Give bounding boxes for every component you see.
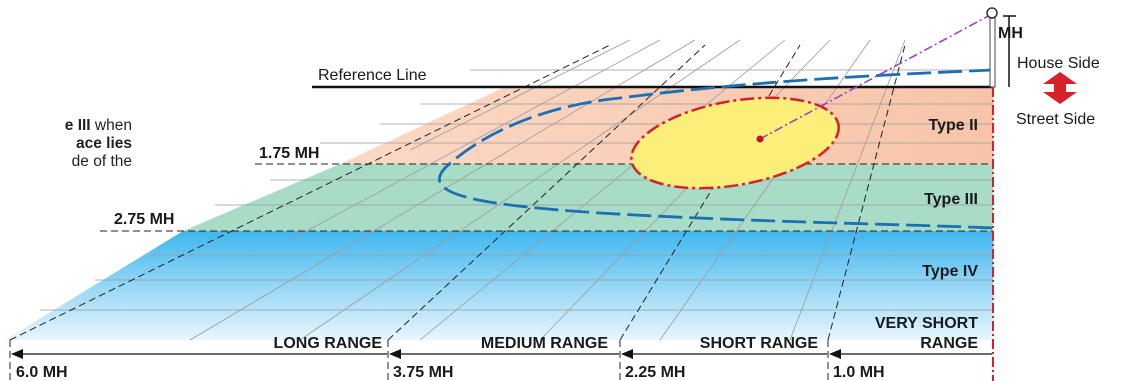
outer-isofootcandle-curve	[438, 68, 994, 230]
boundary-225-mh-label: 2.25 MH	[625, 364, 685, 381]
note-line2-bold: ace lies	[75, 135, 132, 152]
boundary-10-mh-label: 1.0 MH	[833, 364, 885, 381]
very-short-range-label-line2: RANGE	[920, 335, 978, 352]
short-range-label: SHORT RANGE	[700, 335, 819, 352]
luminaire-icon	[986, 7, 998, 19]
mh-175-label: 1.75 MH	[259, 145, 319, 162]
medium-range-label: MEDIUM RANGE	[481, 335, 608, 352]
side-note-text: e III when ace lies de of the	[0, 117, 132, 171]
note-line1-rest: when	[90, 117, 132, 134]
house-street-arrow-icon	[1043, 72, 1077, 104]
type-ii-label: Type II	[929, 117, 979, 134]
long-range-label: LONG RANGE	[274, 335, 383, 352]
reference-line-label: Reference Line	[318, 67, 427, 84]
boundary-60-mh-label: 6.0 MH	[16, 364, 68, 381]
type-iii-zone	[183, 164, 993, 231]
range-boundary-lines	[9, 44, 906, 381]
type-iv-label: Type IV	[922, 263, 978, 280]
mh-label: MH	[998, 25, 1023, 42]
type-iv-zone	[5, 231, 993, 340]
inner-isofootcandle-area	[630, 96, 840, 190]
pole	[989, 14, 996, 88]
street-side-label: Street Side	[1016, 111, 1095, 128]
note-line3: de of the	[71, 153, 132, 170]
type-iii-label: Type III	[924, 191, 978, 208]
aim-point-marker	[756, 135, 764, 143]
mh-275-label: 2.75 MH	[114, 211, 174, 228]
note-line1-bold: e III	[64, 117, 91, 134]
range-arrows	[11, 349, 992, 359]
pole-aim-line	[759, 13, 993, 140]
very-short-range-label-line1: VERY SHORT	[875, 315, 978, 332]
boundary-375-mh-label: 3.75 MH	[393, 364, 453, 381]
house-side-label: House Side	[1017, 55, 1100, 72]
